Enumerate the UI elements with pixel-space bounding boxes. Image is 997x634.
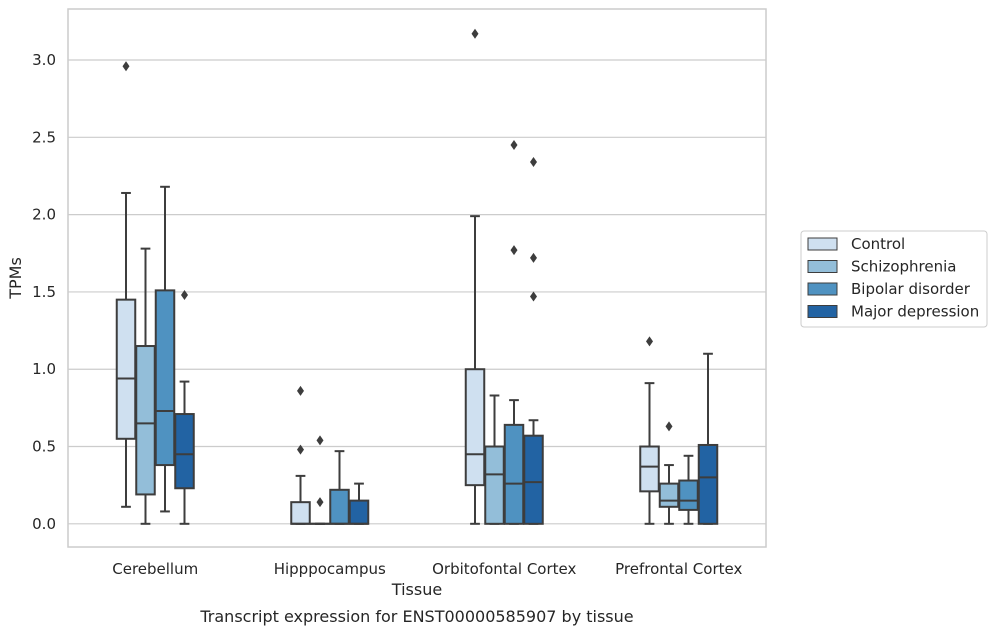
box-major-depression (697, 352, 719, 525)
y-tick-label: 2.5 (32, 128, 56, 146)
box-body (348, 499, 370, 525)
outlier-point (510, 140, 518, 151)
outlier-point (665, 421, 673, 432)
x-tick-label: Prefrontal Cortex (615, 560, 742, 578)
box-body (135, 345, 156, 496)
box-body (115, 298, 137, 440)
box-body (523, 434, 544, 525)
x-axis-title: Tissue (391, 580, 442, 599)
y-tick-label: 2.0 (32, 206, 56, 224)
legend-item: Control (807, 235, 905, 253)
box-body (174, 413, 195, 490)
y-tick-label: 3.0 (32, 51, 56, 69)
x-tick-label: Orbitofontal Cortex (432, 560, 576, 578)
outlier-point (316, 435, 324, 446)
box-body (503, 423, 525, 525)
outlier-point (646, 336, 653, 347)
chart-caption: Transcript expression for ENST0000058590… (199, 607, 633, 626)
box-major-depression (174, 290, 195, 525)
legend-label: Major depression (851, 303, 979, 321)
box-body (678, 479, 699, 511)
legend-item: Schizophrenia (807, 258, 956, 276)
box-body (639, 445, 660, 493)
outlier-point (530, 291, 537, 302)
legend-item: Bipolar disorder (807, 280, 971, 298)
box-major-depression (523, 157, 544, 525)
legend-label: Schizophrenia (851, 258, 956, 276)
box-control (639, 336, 660, 525)
x-tick-label: Cerebellum (112, 560, 198, 578)
outlier-point (530, 252, 537, 263)
box-body (697, 443, 719, 525)
y-tick-label: 1.5 (32, 283, 56, 301)
box-body (154, 289, 176, 467)
plot-area-frame (67, 8, 767, 548)
box-bipolar-disorder (329, 450, 350, 525)
outlier-point (122, 61, 130, 72)
outlier-point (471, 28, 479, 39)
y-tick-label: 0.0 (32, 515, 56, 533)
y-tick-labels: 0.0 0.5 1.0 1.5 2.0 2.5 3.0 (32, 51, 56, 533)
outlier-point (297, 444, 304, 455)
box-body (464, 368, 486, 487)
box-major-depression (348, 482, 370, 525)
legend-swatch (807, 305, 838, 318)
outlier-point (510, 245, 518, 256)
box-schizophrenia (309, 435, 331, 525)
legend-swatch (807, 282, 838, 296)
legend-swatch (807, 260, 838, 273)
box-control (290, 385, 311, 525)
outlier-point (316, 497, 324, 508)
outlier-point (181, 290, 188, 301)
box-body (484, 445, 505, 525)
y-axis-title: TPMs (6, 257, 25, 300)
box-schizophrenia (484, 394, 505, 525)
outlier-point (297, 385, 304, 396)
x-tick-label: Hipppocampus (274, 560, 386, 578)
box-schizophrenia (658, 421, 680, 525)
legend-swatch (807, 237, 838, 251)
legend: Control Schizophrenia Bipolar disorder Majo… (800, 230, 988, 328)
outlier-point (530, 157, 537, 168)
y-tick-label: 0.5 (32, 438, 56, 456)
box-bipolar-disorder (154, 185, 176, 513)
box-body (290, 501, 311, 525)
legend-item: Major depression (807, 303, 979, 321)
y-tick-label: 1.0 (32, 360, 56, 378)
legend-frame (800, 230, 988, 328)
x-tick-labels: Cerebellum Hipppocampus Orbitofontal Corte… (112, 560, 742, 578)
legend-label: Control (851, 235, 905, 253)
box-body (658, 482, 680, 508)
box-control (464, 28, 486, 525)
box-schizophrenia (135, 247, 156, 525)
box-control (115, 61, 137, 508)
box-bipolar-disorder (678, 454, 699, 525)
box-body (329, 488, 350, 525)
boxes-layer (115, 28, 719, 525)
legend-label: Bipolar disorder (851, 280, 971, 298)
box-bipolar-disorder (503, 140, 525, 525)
